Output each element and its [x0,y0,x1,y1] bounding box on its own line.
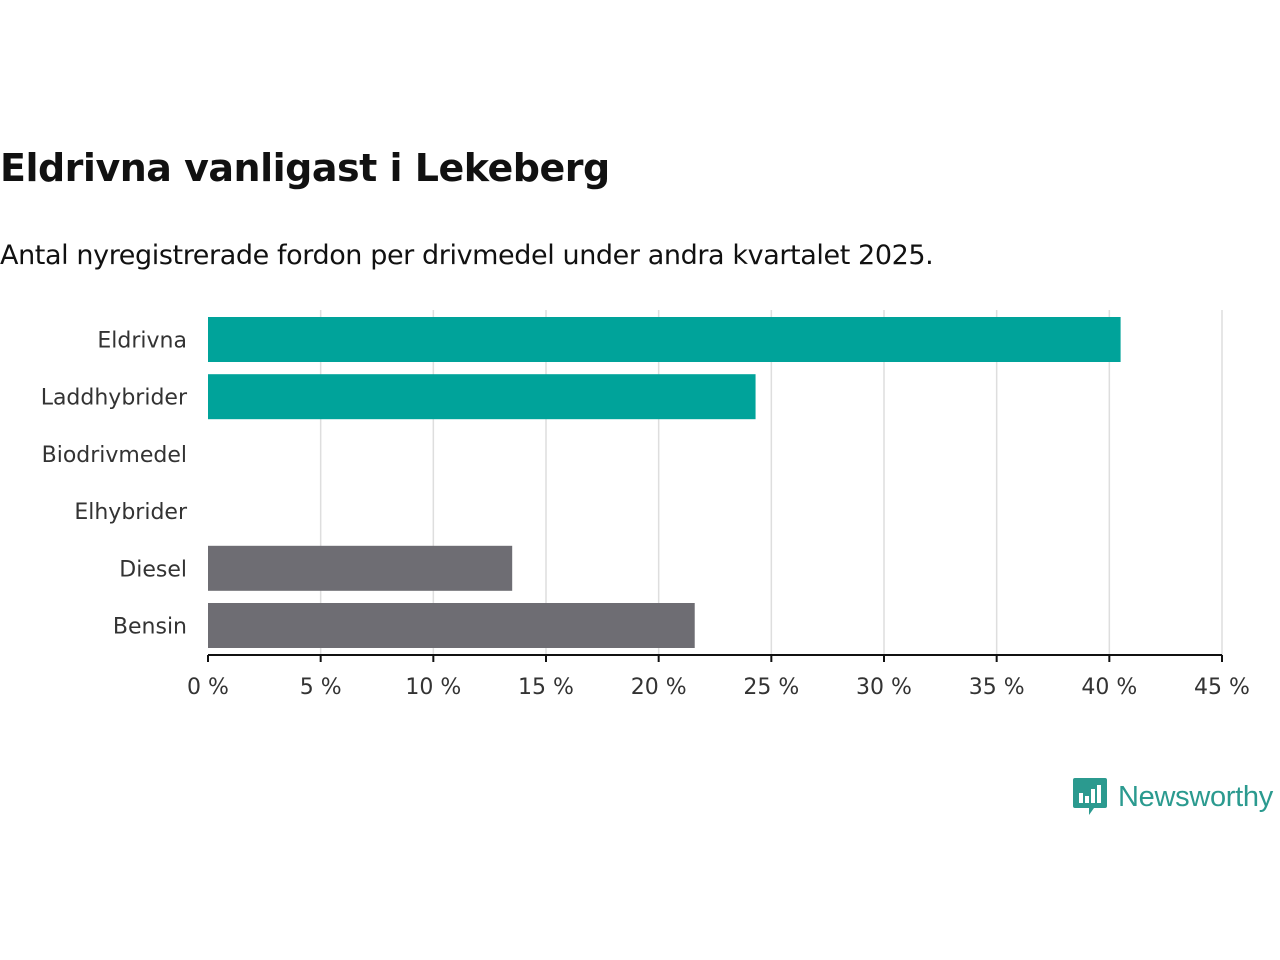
x-tick-label: 20 % [631,675,687,700]
x-axis: 0 % 5 % 10 % 15 % 20 % 25 % 30 % 35 % 40 % 45 % [187,654,1250,700]
brand-name: Newsworthy [1118,780,1273,813]
bar-chart: Eldrivna Laddhybrider Biodrivmedel Elhybrid… [41,310,1250,700]
bar-eldrivna [208,317,1121,362]
category-label: Bensin [113,615,187,640]
x-tick-label: 45 % [1194,675,1250,700]
category-label: Eldrivna [97,329,187,354]
newsworthy-logo: Newsworthy [1072,776,1273,818]
x-tick-label: 30 % [856,675,912,700]
x-tick-label: 25 % [743,675,799,700]
newsworthy-chart-bubble-icon [1073,778,1107,815]
bar-diesel [208,545,513,591]
x-tick-label: 10 % [405,675,461,700]
category-label: Laddhybrider [41,386,188,411]
category-label: Diesel [119,557,187,582]
x-tick-label: 35 % [969,675,1025,700]
bar-laddhybrider [208,374,756,420]
x-tick-label: 5 % [300,675,342,700]
category-label: Elhybrider [74,500,188,525]
category-labels: Eldrivna Laddhybrider Biodrivmedel Elhybrid… [41,329,188,640]
chart-subtitle: Antal nyregistrerade fordon per drivmede… [0,240,934,271]
x-tick-label: 0 % [187,675,229,700]
bar-bensin [208,603,695,648]
category-label: Biodrivmedel [42,443,187,468]
gridlines [319,310,1223,655]
x-tick-label: 15 % [518,675,574,700]
bars [208,317,1121,648]
chart-title: Eldrivna vanligast i Lekeberg [0,146,610,190]
x-tick-label: 40 % [1081,675,1137,700]
